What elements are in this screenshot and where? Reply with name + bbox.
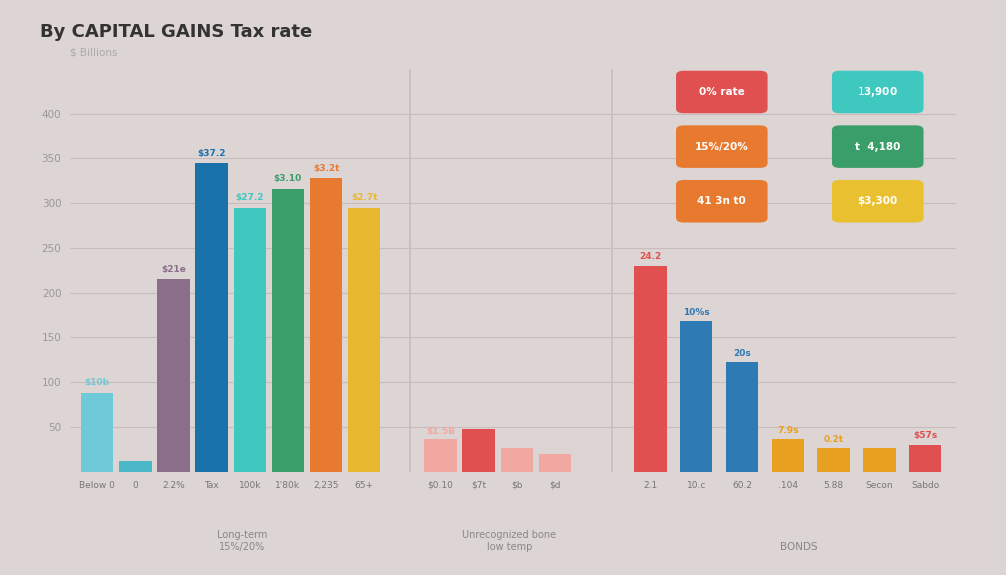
- Text: $1 $3,900: $1 $3,900: [857, 85, 898, 99]
- Text: $10b: $10b: [85, 378, 110, 388]
- Bar: [680, 321, 712, 471]
- Bar: [272, 189, 304, 472]
- Text: $3,300: $3,300: [857, 196, 898, 206]
- Bar: [119, 461, 152, 472]
- Text: $27.2: $27.2: [235, 193, 264, 202]
- Bar: [80, 393, 114, 472]
- Text: $1.5B: $1.5B: [427, 427, 455, 436]
- Text: $ Billions: $ Billions: [70, 48, 118, 58]
- Bar: [725, 362, 759, 472]
- Text: Long-term
15%/20%: Long-term 15%/20%: [217, 530, 268, 552]
- Bar: [310, 178, 342, 472]
- Text: 15%/20%: 15%/20%: [695, 141, 748, 152]
- Text: BONDS: BONDS: [781, 542, 818, 552]
- Text: 7.9s: 7.9s: [777, 426, 799, 435]
- Text: 20s: 20s: [733, 349, 750, 358]
- Bar: [425, 439, 457, 472]
- Bar: [157, 279, 190, 472]
- Bar: [501, 448, 533, 471]
- Bar: [463, 428, 495, 472]
- Bar: [233, 208, 266, 471]
- Text: 41 3n t0: 41 3n t0: [697, 196, 746, 206]
- Bar: [539, 454, 571, 471]
- Text: $21e: $21e: [161, 265, 186, 274]
- Text: $2.7t: $2.7t: [351, 193, 377, 202]
- Text: By CAPITAL GAINS Tax rate: By CAPITAL GAINS Tax rate: [40, 23, 313, 41]
- Bar: [817, 448, 850, 471]
- Bar: [909, 444, 942, 472]
- Text: 24.2: 24.2: [639, 252, 662, 261]
- Text: Unrecognized bone
low temp: Unrecognized bone low temp: [462, 530, 556, 552]
- Bar: [863, 448, 895, 471]
- Bar: [772, 439, 804, 472]
- Text: 0% rate: 0% rate: [699, 87, 744, 97]
- Text: t  4,180: t 4,180: [855, 141, 900, 152]
- Text: $3.10: $3.10: [274, 174, 302, 183]
- Text: $37.2: $37.2: [197, 148, 226, 158]
- Text: 0.2t: 0.2t: [824, 435, 844, 444]
- Bar: [634, 266, 667, 472]
- Bar: [348, 208, 380, 471]
- Text: $3.2t: $3.2t: [313, 164, 339, 172]
- Text: $57s: $57s: [913, 431, 938, 440]
- Bar: [195, 163, 227, 472]
- Text: 10%s: 10%s: [683, 308, 709, 317]
